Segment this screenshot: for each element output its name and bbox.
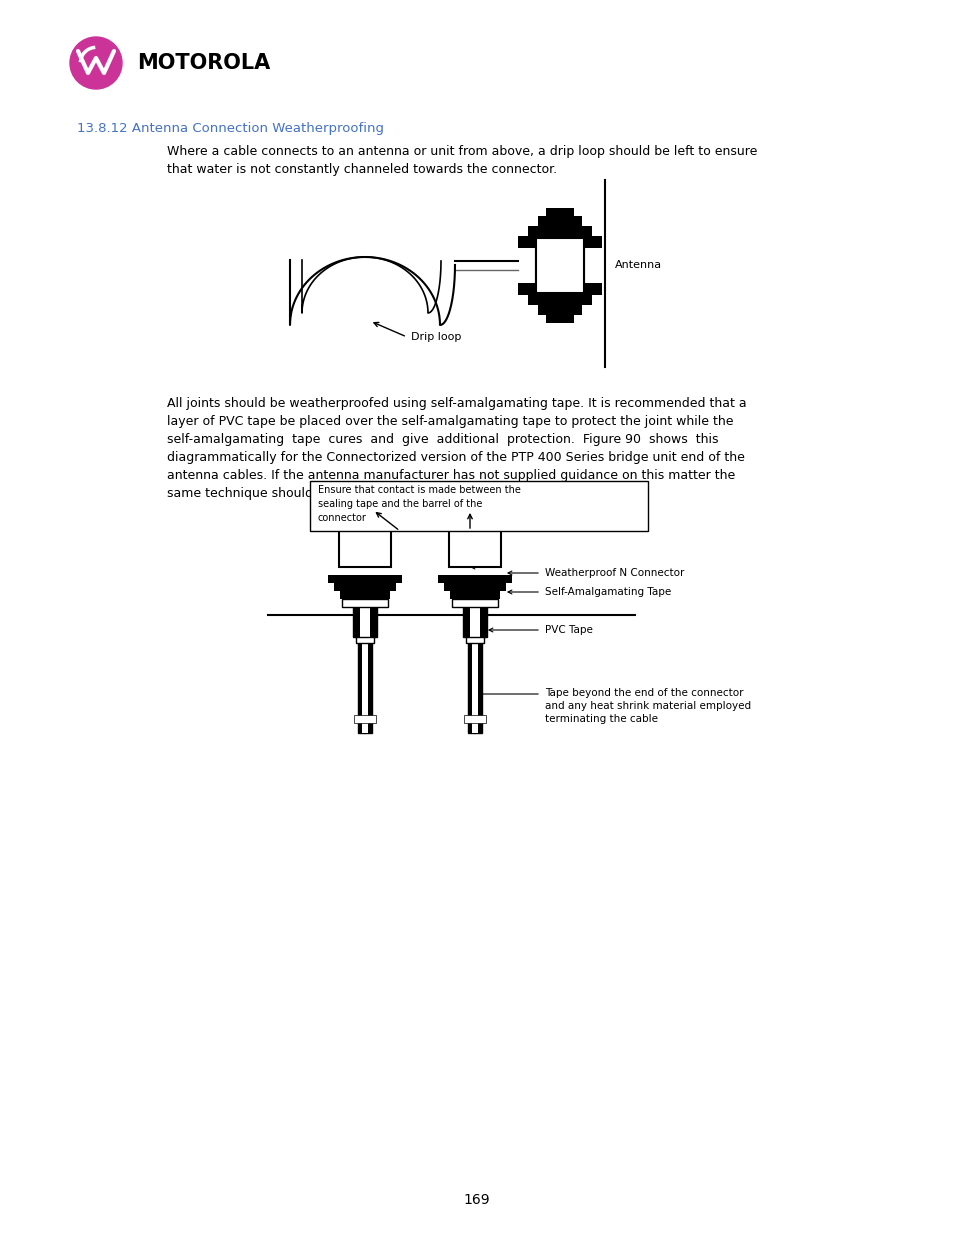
Text: layer of PVC tape be placed over the self-amalgamating tape to protect the joint: layer of PVC tape be placed over the sel… bbox=[167, 415, 733, 429]
Bar bbox=[354, 715, 375, 722]
Bar bbox=[465, 637, 483, 643]
Bar bbox=[449, 515, 500, 567]
Text: 13.8.12 Antenna Connection Weatherproofing: 13.8.12 Antenna Connection Weatherproofi… bbox=[77, 122, 384, 135]
Bar bbox=[450, 592, 499, 599]
Bar bbox=[443, 583, 505, 592]
Bar bbox=[310, 480, 647, 531]
Text: self-amalgamating  tape  cures  and  give  additional  protection.  Figure 90  s: self-amalgamating tape cures and give ad… bbox=[167, 433, 718, 446]
Bar bbox=[334, 499, 395, 508]
Bar bbox=[452, 599, 497, 606]
Bar bbox=[527, 294, 592, 305]
Text: PVC Tape: PVC Tape bbox=[544, 625, 592, 635]
Text: that water is not constantly channeled towards the connector.: that water is not constantly channeled t… bbox=[167, 163, 557, 177]
Bar bbox=[536, 237, 583, 293]
Bar bbox=[463, 715, 485, 722]
Text: same technique should be employed at the antenna end of the cables.: same technique should be employed at the… bbox=[167, 487, 612, 500]
Bar bbox=[527, 226, 592, 236]
Bar bbox=[545, 315, 574, 322]
Bar bbox=[545, 207, 574, 215]
Bar bbox=[338, 515, 391, 567]
Bar bbox=[353, 606, 376, 637]
Text: MOTOROLA: MOTOROLA bbox=[137, 53, 270, 73]
Bar bbox=[462, 606, 486, 637]
Bar bbox=[339, 492, 390, 499]
Circle shape bbox=[70, 37, 122, 89]
Bar bbox=[328, 576, 401, 583]
Bar bbox=[443, 499, 505, 508]
Bar bbox=[437, 576, 512, 583]
Text: Where a cable connects to an antenna or unit from above, a drip loop should be l: Where a cable connects to an antenna or … bbox=[167, 144, 757, 158]
Bar bbox=[450, 492, 499, 499]
Text: 169: 169 bbox=[463, 1193, 490, 1207]
Text: All joints should be weatherproofed using self-amalgamating tape. It is recommen: All joints should be weatherproofed usin… bbox=[167, 396, 746, 410]
Text: Tape beyond the end of the connector
and any heat shrink material employed
termi: Tape beyond the end of the connector and… bbox=[544, 688, 750, 725]
Bar bbox=[339, 592, 390, 599]
Bar bbox=[472, 643, 477, 734]
Bar bbox=[357, 643, 372, 734]
Bar bbox=[437, 508, 512, 515]
Bar bbox=[470, 606, 479, 637]
Bar bbox=[537, 305, 581, 315]
Bar bbox=[468, 643, 481, 734]
Text: Weatherproof N Connector: Weatherproof N Connector bbox=[544, 568, 683, 578]
Bar bbox=[536, 237, 583, 293]
Bar bbox=[537, 215, 581, 226]
Text: diagrammatically for the Connectorized version of the PTP 400 Series bridge unit: diagrammatically for the Connectorized v… bbox=[167, 451, 744, 464]
Bar bbox=[517, 236, 601, 247]
Text: antenna cables. If the antenna manufacturer has not supplied guidance on this ma: antenna cables. If the antenna manufactu… bbox=[167, 469, 735, 482]
Text: Ensure that contact is made between the
sealing tape and the barrel of the
conne: Ensure that contact is made between the … bbox=[317, 485, 520, 522]
Bar bbox=[355, 637, 374, 643]
Text: Self-Amalgamating Tape: Self-Amalgamating Tape bbox=[544, 587, 671, 597]
Bar bbox=[341, 599, 388, 606]
Bar bbox=[328, 508, 401, 515]
Text: Drip loop: Drip loop bbox=[411, 332, 461, 342]
Bar bbox=[334, 583, 395, 592]
Bar bbox=[517, 283, 601, 294]
Bar bbox=[361, 643, 368, 734]
Text: Antenna: Antenna bbox=[615, 261, 661, 270]
Bar bbox=[359, 606, 370, 637]
